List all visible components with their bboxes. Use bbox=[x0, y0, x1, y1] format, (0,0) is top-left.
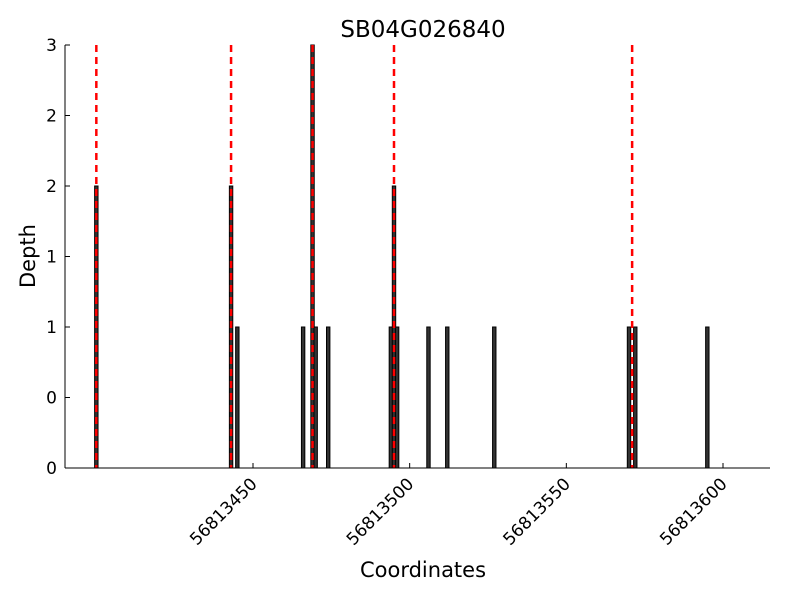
bar-2 bbox=[235, 326, 240, 469]
bar-9 bbox=[394, 326, 400, 469]
bars-layer bbox=[94, 44, 710, 469]
x-tick-label-2: 56813550 bbox=[500, 474, 575, 549]
bar-12 bbox=[492, 326, 497, 469]
markers-layer bbox=[95, 45, 634, 468]
y-tick-label-0: 0 bbox=[46, 459, 57, 479]
y-tick-label-2: 1 bbox=[46, 318, 57, 338]
bar-14 bbox=[633, 326, 638, 469]
y-axis-title: Depth bbox=[16, 224, 40, 288]
y-tick-label-4: 2 bbox=[46, 177, 57, 197]
y-tick-label-1: 0 bbox=[46, 389, 57, 409]
bar-10 bbox=[426, 326, 431, 469]
bar-6 bbox=[326, 326, 331, 469]
x-axis-title: Coordinates bbox=[360, 558, 486, 582]
bar-13 bbox=[626, 326, 632, 469]
y-tick-label-5: 2 bbox=[46, 107, 57, 127]
y-tick-label-3: 1 bbox=[46, 248, 57, 268]
bar-15 bbox=[705, 326, 710, 469]
x-tick-label-1: 56813500 bbox=[343, 474, 418, 549]
bar-3 bbox=[300, 326, 306, 469]
chart-title: SB04G026840 bbox=[340, 17, 505, 43]
x-tick-label-0: 56813450 bbox=[186, 474, 261, 549]
y-tick-label-6: 3 bbox=[46, 36, 57, 56]
axes-layer bbox=[64, 45, 770, 469]
bar-5 bbox=[313, 326, 318, 469]
ticks-layer: 56813450 56813500 56813550 56813600 0 0 1 1 2 2 3 bbox=[46, 36, 731, 550]
x-tick-label-3: 56813600 bbox=[656, 474, 731, 549]
bar-11 bbox=[445, 326, 450, 469]
